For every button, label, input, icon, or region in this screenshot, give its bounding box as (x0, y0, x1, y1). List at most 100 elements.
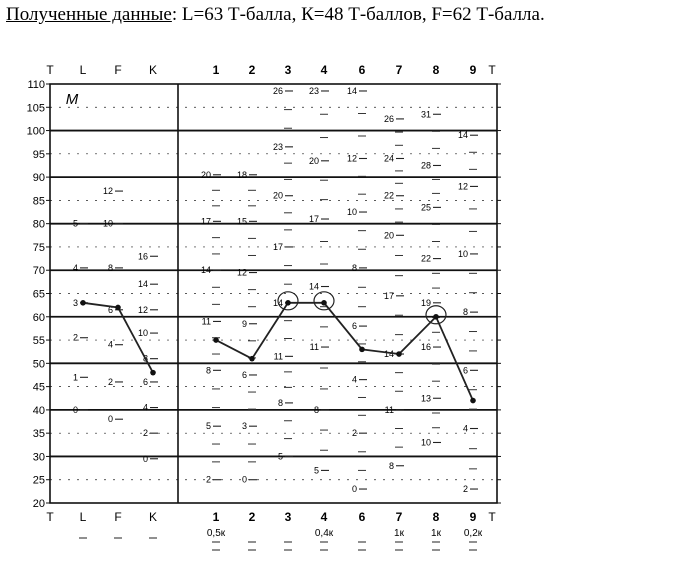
clinical-7-raw-11: 11 (385, 405, 394, 415)
bottom-scale-label-7: 7 (396, 510, 403, 524)
clinical-1-raw-17: 17 (201, 216, 211, 226)
y-tick-label-90: 90 (33, 172, 45, 184)
corner-mark: M (66, 91, 79, 108)
top-scale-label-3: 3 (285, 63, 292, 77)
validity-L-raw-5: 5 (73, 219, 78, 229)
caption-rest: : L=63 Т-балла, К=48 Т-баллов, F=62 Т-ба… (171, 4, 545, 25)
y-tick-label-105: 105 (27, 102, 45, 114)
clinical-8-raw-19: 19 (421, 298, 431, 308)
data-point-K (150, 369, 156, 376)
bottom-label-T: T (46, 510, 54, 524)
top-scale-label-6: 6 (359, 63, 366, 77)
k-correction-9: 0,2к (464, 528, 483, 539)
clinical-9-raw-6: 6 (463, 365, 468, 375)
clinical-6-raw-14: 14 (347, 86, 357, 96)
k-correction-1: 0,5к (207, 528, 226, 539)
y-tick-label-55: 55 (33, 335, 45, 347)
clinical-2-raw-3: 3 (242, 421, 247, 431)
k-correction-8: 1к (431, 528, 442, 539)
clinical-9-raw-8: 8 (463, 307, 468, 317)
y-tick-label-30: 30 (33, 451, 45, 463)
validity-F-raw-8: 8 (108, 263, 113, 273)
clinical-4-raw-11: 11 (310, 342, 319, 352)
validity-F-raw-4: 4 (108, 340, 113, 350)
validity-K-raw-12: 12 (138, 305, 148, 315)
circled-point-8 (425, 305, 447, 325)
y-tick-label-25: 25 (33, 475, 45, 487)
validity-K-raw-14: 14 (138, 279, 148, 289)
y-tick-label-45: 45 (33, 382, 45, 394)
validity-K-raw-16: 16 (138, 251, 148, 261)
bottom-scale-label-4: 4 (321, 510, 328, 524)
clinical-6-raw-2: 2 (352, 428, 357, 438)
clinical-7-raw-14: 14 (384, 349, 394, 359)
validity-F-raw-0: 0 (108, 414, 113, 424)
clinical-3-raw-23: 23 (273, 142, 283, 152)
clinical-3-raw-8: 8 (278, 398, 283, 408)
bottom-scale-label-1: 1 (213, 510, 220, 524)
validity-K-raw-2: 2 (143, 428, 148, 438)
clinical-2-raw-9: 9 (242, 319, 247, 329)
top-scale-label-9: 9 (470, 63, 477, 77)
clinical-8-raw-28: 28 (421, 160, 431, 170)
clinical-8-raw-25: 25 (421, 202, 431, 212)
y-tick-label-20: 20 (33, 498, 45, 510)
data-point-F (115, 304, 121, 311)
clinical-3-raw-17: 17 (273, 242, 283, 252)
data-point-L (80, 300, 86, 306)
clinical-6-raw-12: 12 (347, 153, 357, 163)
y-tick-label-100: 100 (27, 126, 45, 138)
clinical-9-raw-10: 10 (458, 249, 468, 259)
clinical-1-raw-2: 2 (206, 475, 211, 485)
data-point-1 (213, 337, 219, 343)
bottom-scale-label-8: 8 (433, 510, 440, 524)
validity-F-raw-10: 10 (103, 219, 113, 229)
clinical-2-raw-6: 6 (242, 370, 247, 380)
validity-L-raw-0: 0 (73, 405, 78, 415)
y-tick-label-70: 70 (33, 265, 45, 277)
clinical-4-raw-20: 20 (309, 156, 319, 166)
circled-point-3 (277, 291, 299, 311)
k-correction-4: 0,4к (315, 528, 334, 539)
validity-F-raw-6: 6 (108, 305, 113, 315)
bottom-label-L: L (80, 510, 87, 524)
clinical-2-raw-0: 0 (242, 475, 247, 485)
clinical-1-raw-20: 20 (201, 170, 211, 180)
clinical-8-raw-16: 16 (421, 342, 431, 352)
data-point-7 (396, 351, 402, 357)
y-tick-label-40: 40 (33, 405, 45, 417)
clinical-3-raw-11: 11 (274, 351, 283, 361)
caption: Полученные данные: L=63 Т-балла, К=48 Т-… (6, 4, 545, 26)
y-tick-label-75: 75 (33, 242, 45, 254)
bottom-label-F: F (114, 510, 121, 524)
clinical-7-raw-17: 17 (384, 291, 394, 301)
clinical-8-raw-13: 13 (421, 393, 431, 403)
clinical-7-raw-26: 26 (384, 114, 394, 124)
top-label-T: T (46, 63, 54, 77)
top-scale-label-2: 2 (249, 63, 256, 77)
validity-K-raw-10: 10 (138, 328, 148, 338)
y-tick-label-35: 35 (33, 428, 45, 440)
clinical-8-raw-22: 22 (421, 254, 431, 264)
data-point-9 (470, 397, 476, 404)
clinical-9-raw-14: 14 (458, 130, 468, 140)
clinical-6-raw-10: 10 (347, 207, 357, 217)
clinical-4-raw-8: 8 (314, 405, 319, 415)
bottom-scale-label-6: 6 (359, 510, 366, 524)
y-tick-label-60: 60 (33, 312, 45, 324)
top-label-F: F (114, 63, 121, 77)
clinical-6-raw-8: 8 (352, 263, 357, 273)
y-tick-label-80: 80 (33, 219, 45, 231)
y-tick-label-110: 110 (27, 79, 45, 91)
clinical-3-raw-20: 20 (273, 191, 283, 201)
clinical-1-raw-14: 14 (201, 265, 211, 275)
validity-K-raw-6: 6 (143, 377, 148, 387)
validity-L-raw-3: 3 (73, 298, 78, 308)
caption-lead: Полученные данные (6, 4, 172, 25)
bottom-right-label-t: T (488, 510, 496, 524)
clinical-7-raw-20: 20 (384, 230, 394, 240)
clinical-6-raw-6: 6 (352, 321, 357, 331)
top-scale-label-4: 4 (321, 63, 328, 77)
top-scale-label-7: 7 (396, 63, 403, 77)
